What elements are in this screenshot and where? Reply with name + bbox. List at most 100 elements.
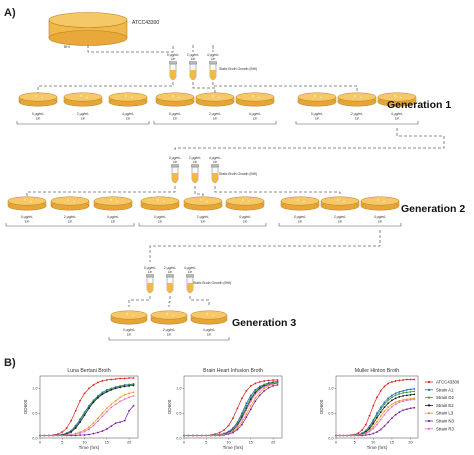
group-bracket [153, 121, 277, 125]
data-point [83, 434, 86, 436]
plate-g1-2-1 [155, 92, 195, 107]
data-point [227, 432, 230, 434]
tube-drug-label: Lin [188, 270, 193, 274]
data-point [132, 391, 135, 394]
data-point [236, 425, 239, 427]
data-point [258, 394, 261, 397]
data-point [409, 398, 412, 401]
generation-3-label: Generation 3 [232, 317, 296, 329]
y-tick-label: 1.0 [176, 387, 181, 391]
data-point [267, 387, 270, 389]
data-point [372, 427, 375, 430]
data-point [376, 420, 378, 423]
tube-conc-label: 0 µg/mL [144, 266, 156, 270]
plate-conc-label: 2 µg/mL [64, 215, 76, 219]
data-point [223, 433, 225, 436]
data-point [394, 401, 397, 404]
data-point [263, 389, 266, 392]
data-point [123, 393, 126, 396]
plate-g2-3-3 [360, 196, 400, 211]
plate-drug-label: Lin [207, 333, 212, 337]
x-tick-label: 5 [354, 441, 356, 445]
tube-conc-label: 2 µg/mL [187, 53, 199, 57]
data-point [214, 434, 217, 437]
data-point [276, 382, 279, 385]
y-tick-label: 0.0 [176, 436, 181, 440]
plate-g1-1-1 [18, 92, 58, 107]
data-point [110, 403, 113, 406]
tube-drug-label: Lin [191, 57, 196, 61]
data-point [263, 380, 266, 382]
plate-drug-label: Lin [315, 117, 320, 121]
tube-drug-label: Lin [213, 160, 218, 164]
data-point [119, 396, 122, 399]
data-point [88, 387, 90, 390]
tube-conc-label: 4 µg/mL [207, 53, 219, 57]
data-point [372, 420, 375, 423]
transfer-arrow [214, 186, 341, 196]
data-point [372, 404, 375, 407]
data-point [394, 403, 397, 406]
plate-drug-label: Lin [253, 117, 258, 121]
x-tick-label: 15 [390, 441, 394, 445]
data-point [114, 403, 117, 406]
data-point [123, 385, 126, 388]
data-point [132, 404, 135, 407]
plate-drug-label: Lin [68, 220, 73, 224]
data-point [249, 396, 252, 399]
plate-drug-label: Lin [355, 117, 360, 121]
data-point [183, 434, 185, 437]
data-point [402, 389, 404, 392]
stock-strain: ATCC43300 [132, 20, 159, 26]
data-point [241, 421, 243, 424]
plate-g2-1-3 [93, 196, 133, 211]
data-point [346, 434, 349, 437]
data-point [123, 377, 126, 380]
data-point [79, 434, 81, 436]
data-point [258, 388, 261, 391]
plate-g3-1-1 [110, 310, 148, 325]
group-bracket [295, 121, 419, 125]
group-bracket [5, 223, 135, 227]
data-point [276, 384, 279, 386]
data-point [376, 423, 378, 426]
data-point [187, 434, 190, 437]
data-point [254, 388, 257, 391]
x-tick-label: 10 [371, 441, 375, 445]
data-point [101, 380, 104, 382]
plate-conc-label: 4 µg/mL [122, 112, 134, 116]
data-point [383, 410, 386, 413]
x-axis-label: Time (hrs) [367, 445, 388, 450]
data-point [391, 399, 393, 402]
y-tick-label: 0.5 [32, 412, 37, 416]
data-point [387, 406, 390, 409]
tube-set3-2 [166, 274, 174, 294]
data-point [276, 379, 279, 381]
data-point [79, 432, 81, 434]
data-point [74, 409, 77, 412]
data-point [236, 428, 239, 431]
plate-g1-3-3 [377, 92, 417, 107]
data-point [65, 434, 68, 436]
data-point [254, 382, 257, 385]
data-point [114, 399, 117, 402]
plate-conc-label: 2 µg/mL [334, 215, 346, 219]
data-point [335, 434, 337, 437]
data-point [70, 431, 73, 433]
data-point [97, 431, 99, 434]
transfer-arrow [26, 186, 176, 196]
x-axis-label: Time (hrs) [79, 445, 100, 450]
plate-conc-label: 4 µg/mL [107, 215, 119, 219]
data-point [364, 432, 367, 435]
y-axis-label: OD600 [23, 399, 28, 414]
data-point [232, 417, 234, 420]
plate-conc-label: 4 µg/mL [391, 112, 403, 116]
data-point [245, 416, 248, 419]
data-point [254, 390, 257, 393]
tube-set1-1 [169, 61, 177, 81]
tube-set3-3 [186, 274, 194, 294]
series-line [40, 377, 134, 436]
tube-drug-label: Lin [148, 270, 153, 274]
tube-conc-label: 2 µg/mL [189, 156, 201, 160]
data-point [97, 396, 99, 399]
